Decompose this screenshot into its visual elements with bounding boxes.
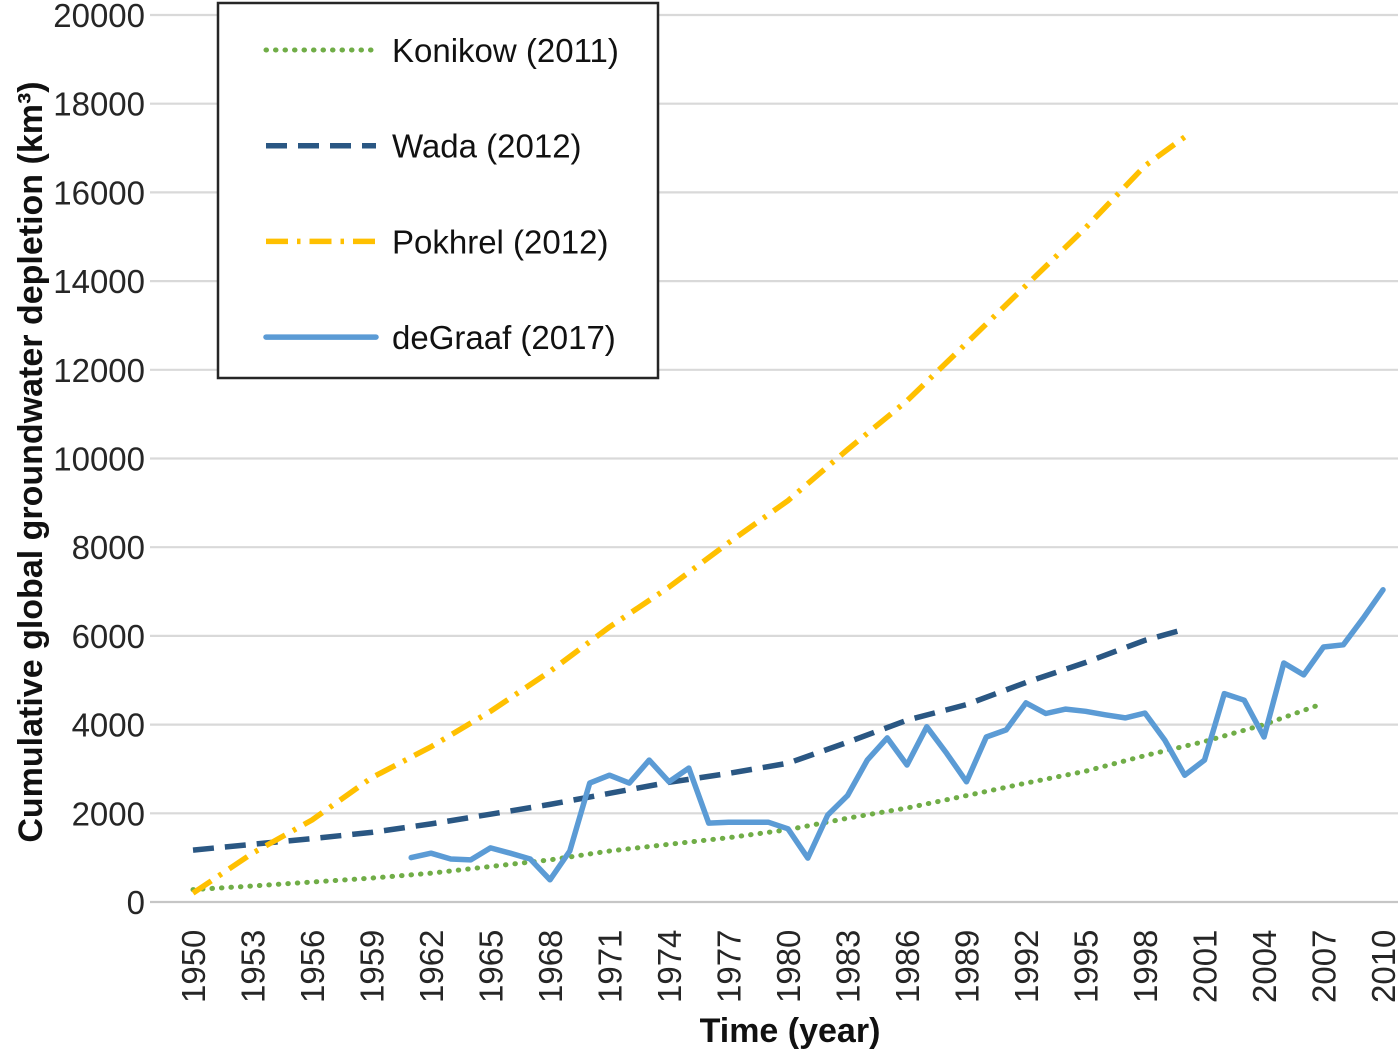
x-tick-label: 1965 xyxy=(473,930,510,1003)
x-tick-label: 1953 xyxy=(235,930,272,1003)
x-tick-label: 2010 xyxy=(1365,930,1400,1003)
legend-item-konikow-2011: Konikow (2011) xyxy=(263,32,619,69)
legend-label: Wada (2012) xyxy=(392,128,582,165)
x-tick-label: 1962 xyxy=(413,930,450,1003)
legend-item-pokhrel-2012: Pokhrel (2012) xyxy=(266,223,608,260)
legend-item-wada-2012: Wada (2012) xyxy=(266,128,582,165)
x-tick-label: 2001 xyxy=(1187,930,1224,1003)
y-tick-label: 12000 xyxy=(53,352,145,389)
series-line-wada-2012 xyxy=(192,626,1186,853)
series-line-pokhrel-2012 xyxy=(191,134,1187,896)
x-tick-label: 1986 xyxy=(889,930,926,1003)
y-tick-label: 4000 xyxy=(72,707,145,744)
series-line-konikow-2011 xyxy=(190,700,1326,893)
x-tick-label: 1983 xyxy=(830,930,867,1003)
x-tick-label: 1950 xyxy=(175,930,212,1003)
legend-label: Pokhrel (2012) xyxy=(392,223,608,260)
y-tick-label: 2000 xyxy=(72,795,145,832)
x-tick-label: 1974 xyxy=(651,930,688,1003)
y-tick-label: 10000 xyxy=(53,441,145,478)
y-tick-label: 0 xyxy=(127,884,145,921)
x-tick-label: 1968 xyxy=(532,930,569,1003)
x-tick-label: 1977 xyxy=(711,930,748,1003)
x-tick-label: 1980 xyxy=(770,930,807,1003)
legend-label: deGraaf (2017) xyxy=(392,319,616,356)
x-tick-label: 1995 xyxy=(1068,930,1105,1003)
x-tick-label: 1992 xyxy=(1008,930,1045,1003)
y-tick-label: 14000 xyxy=(53,263,145,300)
x-tick-label: 1998 xyxy=(1127,930,1164,1003)
y-tick-label: 20000 xyxy=(53,0,145,34)
x-tick-label: 2007 xyxy=(1306,930,1343,1003)
legend-box xyxy=(216,1,660,380)
series-line-degraaf-2017 xyxy=(408,587,1386,883)
legend-label: Konikow (2011) xyxy=(392,32,619,69)
x-tick-label: 2004 xyxy=(1246,930,1283,1003)
y-tick-label: 8000 xyxy=(72,529,145,566)
x-tick-label: 1959 xyxy=(354,930,391,1003)
x-tick-label: 1989 xyxy=(949,930,986,1003)
y-tick-label: 18000 xyxy=(53,86,145,123)
y-tick-label: 6000 xyxy=(72,618,145,655)
y-tick-label: 16000 xyxy=(53,174,145,211)
x-tick-label: 1956 xyxy=(294,930,331,1003)
legend-item-degraaf-2017: deGraaf (2017) xyxy=(263,319,616,356)
x-tick-label: 1971 xyxy=(592,930,629,1003)
